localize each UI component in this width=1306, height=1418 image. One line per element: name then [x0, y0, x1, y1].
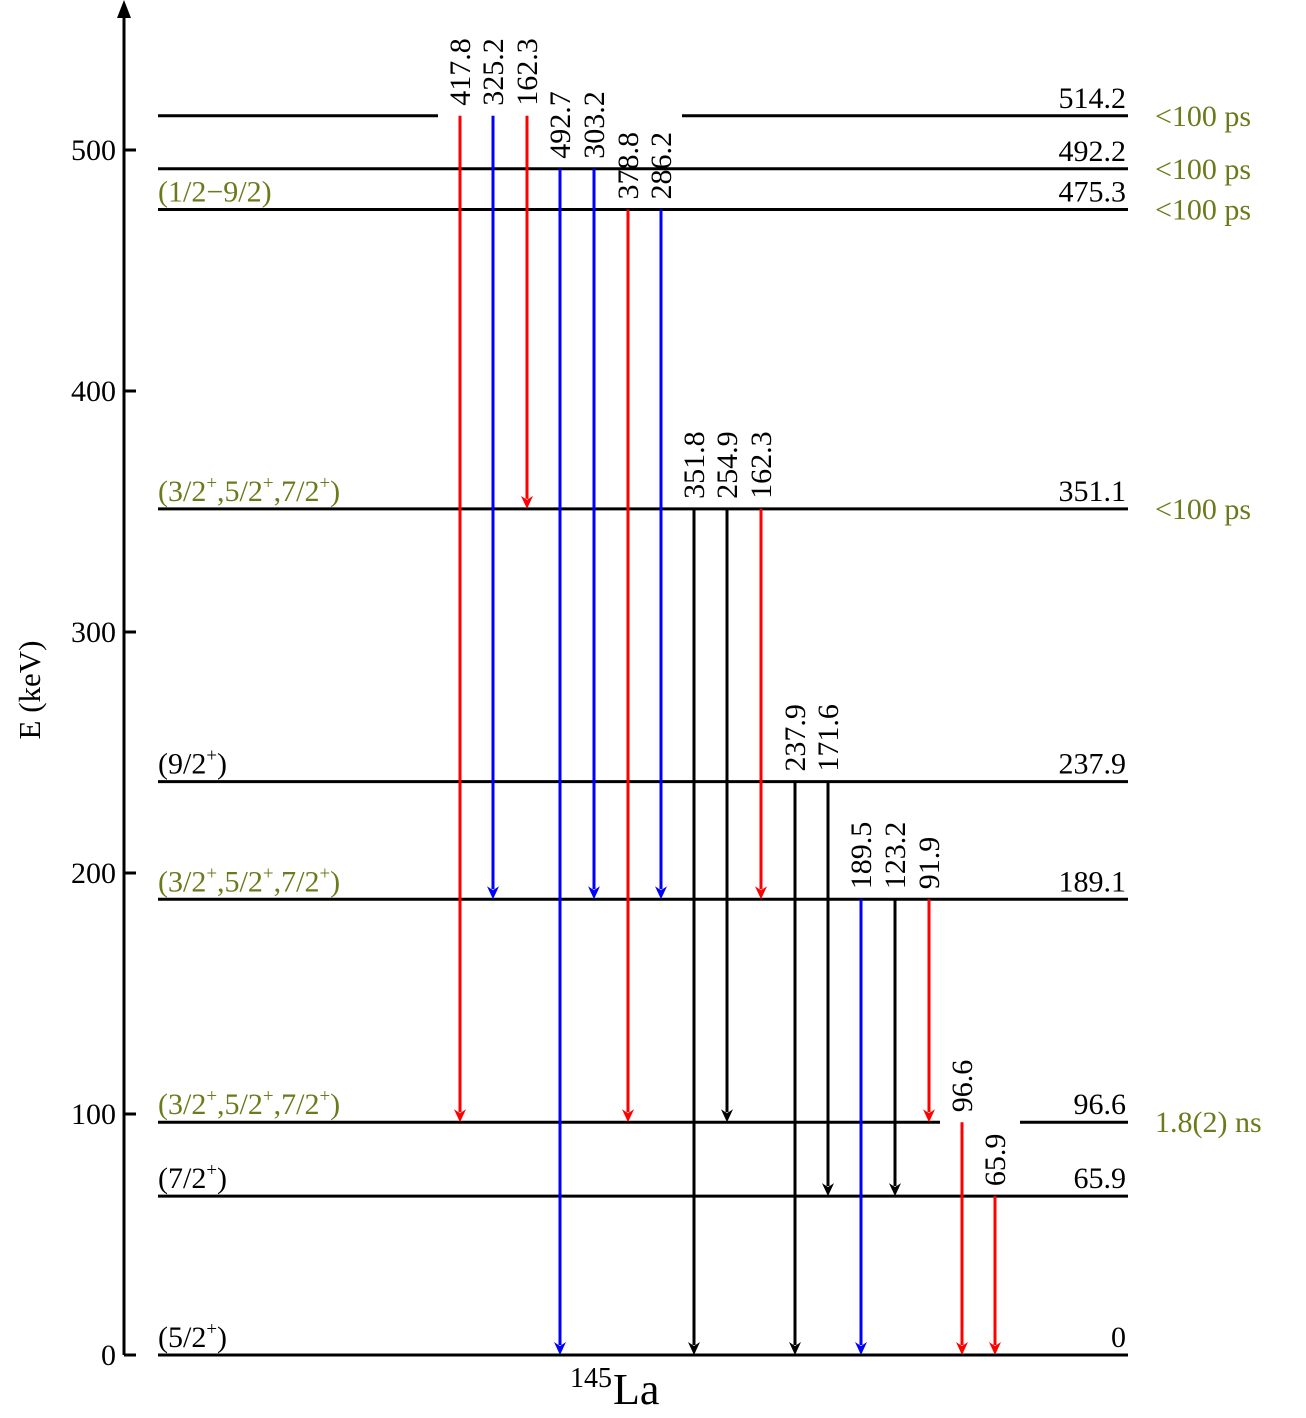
y-axis-arrowhead [117, 0, 131, 18]
gamma-transition: 254.9 [711, 431, 744, 1123]
level-lifetime-label: <100 ps [1155, 493, 1251, 526]
gamma-arrowhead [889, 1183, 901, 1197]
y-tick-label: 400 [71, 375, 116, 408]
y-tick-label: 200 [71, 857, 116, 890]
gamma-arrowhead [521, 495, 533, 509]
gamma-arrowhead [855, 1342, 867, 1355]
gamma-arrowhead [989, 1342, 1001, 1355]
gamma-transition: 65.9 [979, 1134, 1012, 1355]
level-energy-label: 492.2 [1059, 135, 1127, 168]
y-tick-label: 300 [71, 616, 116, 649]
y-tick-label: 0 [101, 1339, 116, 1372]
gamma-transition: 492.7 [544, 91, 577, 1355]
gamma-arrowhead [789, 1342, 801, 1355]
gamma-energy-label: 237.9 [779, 704, 812, 772]
gamma-arrowhead [956, 1342, 968, 1355]
gamma-arrowhead [487, 886, 499, 900]
gamma-energy-label: 171.6 [812, 704, 845, 772]
gamma-energy-label: 378.8 [612, 132, 645, 200]
gamma-energy-label: 325.2 [477, 38, 510, 106]
gamma-energy-label: 96.6 [946, 1060, 979, 1113]
gamma-energy-label: 492.7 [544, 91, 577, 159]
nucleus-mass-number: 145 [570, 1363, 612, 1394]
gamma-energy-label: 162.3 [745, 431, 778, 499]
level-energy-label: 514.2 [1059, 82, 1127, 115]
gamma-arrowhead [554, 1342, 566, 1355]
level-spin-label: (7/2+) [158, 1160, 227, 1195]
level-spin-label: (3/2+,5/2+,7/2+) [158, 863, 340, 898]
gamma-transition: 162.3 [745, 431, 778, 900]
level-lifetime-label: <100 ps [1155, 194, 1251, 227]
gamma-transition: 378.8 [612, 132, 645, 1123]
gamma-transition: 189.5 [845, 822, 878, 1355]
gamma-arrowhead [721, 1109, 733, 1123]
level-energy-label: 189.1 [1059, 865, 1127, 898]
gamma-energy-label: 123.2 [879, 822, 912, 890]
y-tick-label: 500 [71, 134, 116, 167]
gamma-arrowhead [454, 1109, 466, 1123]
gamma-energy-label: 303.2 [578, 91, 611, 159]
gamma-transition: 325.2 [477, 38, 510, 900]
gamma-transition: 237.9 [779, 704, 812, 1355]
gamma-arrowhead [622, 1109, 634, 1123]
gamma-arrowhead [588, 886, 600, 900]
gamma-energy-label: 286.2 [645, 132, 678, 200]
gamma-transition: 417.8 [444, 38, 477, 1123]
gamma-arrowhead [923, 1109, 935, 1123]
level-spin-label: (9/2+) [158, 746, 227, 781]
level-lifetime-label: 1.8(2) ns [1155, 1106, 1262, 1139]
gamma-arrowhead [755, 886, 767, 900]
level-energy-label: 475.3 [1059, 176, 1127, 209]
gamma-arrowhead [822, 1183, 834, 1197]
level-energy-label: 0 [1111, 1321, 1126, 1354]
gamma-energy-label: 91.9 [913, 837, 946, 890]
gamma-arrowhead [655, 886, 667, 900]
gamma-transition: 286.2 [645, 132, 678, 900]
nucleus-symbol: La [613, 1365, 659, 1414]
gamma-energy-label: 351.8 [678, 431, 711, 499]
energy-axis: 0 100 200 300 400 500 [71, 0, 136, 1372]
y-tick-label: 100 [71, 1098, 116, 1131]
level-energy-label: 65.9 [1074, 1162, 1127, 1195]
gamma-transition: 91.9 [913, 837, 946, 1123]
y-axis-label: E (keV) [12, 641, 47, 740]
gamma-transition: 171.6 [812, 704, 845, 1197]
gamma-transition: 351.8 [678, 431, 711, 1355]
level-spin-label: (3/2+,5/2+,7/2+) [158, 1086, 340, 1121]
level-spin-label: (3/2+,5/2+,7/2+) [158, 473, 340, 508]
level-energy-label: 237.9 [1059, 748, 1127, 781]
level-spin-label: (5/2+) [158, 1319, 227, 1354]
level-lifetime-label: <100 ps [1155, 100, 1251, 133]
gamma-transition: 123.2 [879, 822, 912, 1197]
gamma-transition: 303.2 [578, 91, 611, 900]
level-lifetime-label: <100 ps [1155, 153, 1251, 186]
level-energy-label: 96.6 [1074, 1088, 1127, 1121]
gamma-arrowhead [688, 1342, 700, 1355]
nucleus-label: 145 La [570, 1363, 659, 1414]
gamma-energy-label: 254.9 [711, 431, 744, 499]
gamma-energy-label: 65.9 [979, 1134, 1012, 1187]
gamma-energy-label: 162.3 [511, 38, 544, 106]
gamma-transition: 96.6 [946, 1060, 979, 1355]
gamma-energy-label: 189.5 [845, 822, 878, 890]
gamma-transition: 162.3 [511, 38, 544, 509]
gamma-energy-label: 417.8 [444, 38, 477, 106]
energy-levels: 514.2 <100 ps 492.2 <100 ps 475.3 (1/2−9/2) <1… [158, 82, 1262, 1357]
level-energy-label: 351.1 [1059, 475, 1127, 508]
level-spin-label: (1/2−9/2) [158, 176, 272, 209]
